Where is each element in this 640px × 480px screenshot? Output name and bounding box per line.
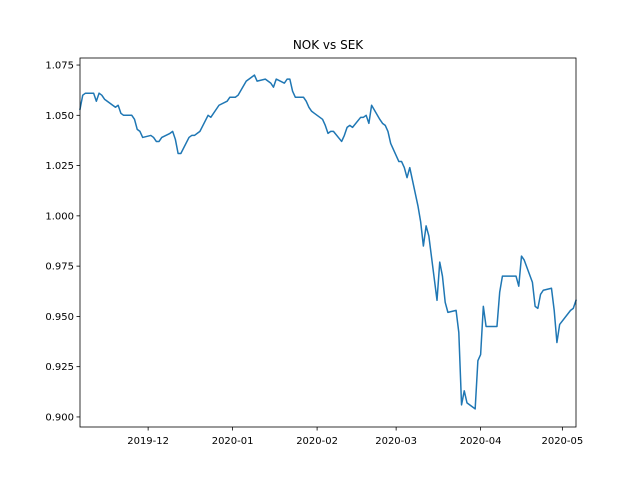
series-layer [79,74,577,410]
y-tick-label: 0.950 [45,312,74,323]
y-axis: 0.900 0.925 0.950 0.975 1.000 1.025 1.050 1.075 [45,61,80,423]
y-tick-label: 1.000 [45,211,74,222]
x-axis: 2019-12 2020-01 2020-02 2020-03 2020-04 2020-… [127,427,583,447]
x-tick-label: 2020-04 [460,436,502,447]
y-tick-label: 0.925 [45,362,74,373]
y-tick-label: 1.075 [45,61,74,72]
y-tick-label: 0.900 [45,412,74,423]
x-tick-label: 2020-05 [541,436,583,447]
y-tick-label: 1.050 [45,111,74,122]
x-tick-label: 2020-02 [296,436,338,447]
y-tick-label: 0.975 [45,262,74,273]
x-tick-label: 2019-12 [127,436,169,447]
plot-frame [79,57,577,428]
series-line [79,74,577,410]
y-tick-label: 1.025 [45,161,74,172]
chart-title: NOK vs SEK [293,38,364,52]
x-tick-label: 2020-03 [375,436,417,447]
x-tick-label: 2020-01 [212,436,254,447]
